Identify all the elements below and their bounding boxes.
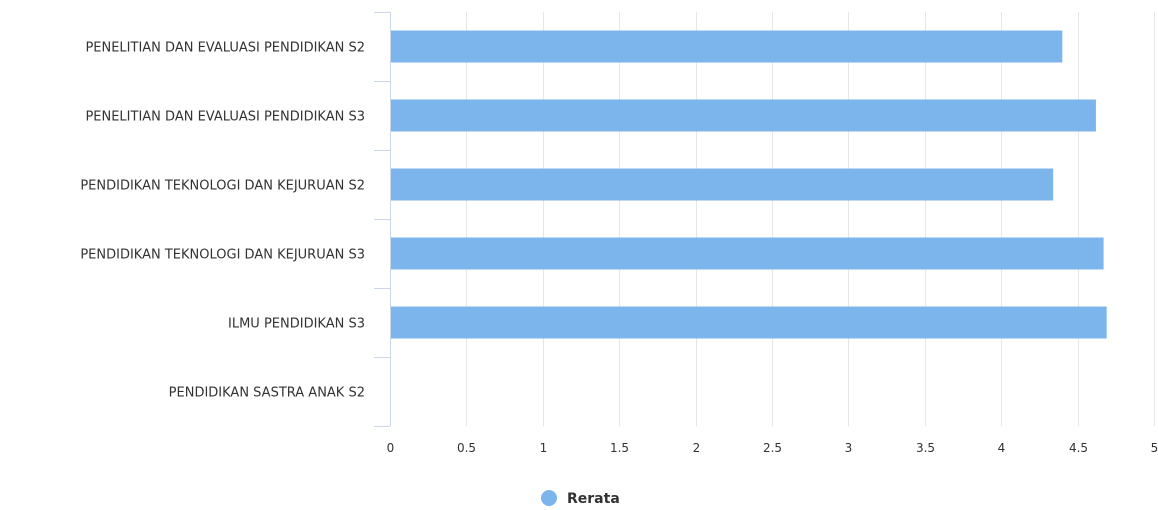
- x-tick-label: 5: [1151, 441, 1158, 455]
- category-label: PENDIDIKAN SASTRA ANAK S2: [169, 386, 365, 401]
- legend[interactable]: Rerata: [541, 490, 620, 507]
- category-label: PENDIDIKAN TEKNOLOGI DAN KEJURUAN S3: [80, 248, 365, 263]
- x-tick-label: 1: [540, 441, 548, 455]
- category-label: ILMU PENDIDIKAN S3: [228, 317, 365, 332]
- category-label: PENELITIAN DAN EVALUASI PENDIDIKAN S2: [85, 41, 365, 56]
- bar-2[interactable]: [390, 99, 1096, 132]
- bar-1[interactable]: [390, 30, 1063, 63]
- bar-5[interactable]: [390, 306, 1107, 339]
- bar-4[interactable]: [390, 237, 1104, 270]
- x-tick-label: 4: [998, 441, 1006, 455]
- x-tick-label: 3.5: [916, 441, 935, 455]
- category-label: PENELITIAN DAN EVALUASI PENDIDIKAN S3: [85, 110, 365, 125]
- category-label: PENDIDIKAN TEKNOLOGI DAN KEJURUAN S2: [80, 179, 365, 194]
- legend-label[interactable]: Rerata: [567, 491, 620, 507]
- legend-marker[interactable]: [541, 490, 557, 506]
- x-tick-label: 3: [845, 441, 853, 455]
- x-tick-label: 2: [693, 441, 701, 455]
- grid-lines: [466, 12, 1155, 426]
- bars: [390, 30, 1107, 339]
- x-tick-label: 4.5: [1069, 441, 1088, 455]
- x-tick-label: 0.5: [457, 441, 476, 455]
- category-labels: PENELITIAN DAN EVALUASI PENDIDIKAN S2 PEN…: [80, 41, 365, 401]
- x-tick-label: 1.5: [610, 441, 629, 455]
- x-tick-label: 0: [387, 441, 395, 455]
- x-tick-label: 2.5: [763, 441, 782, 455]
- value-axis-ticks: 0 0.5 1 1.5 2 2.5 3 3.5 4 4.5 5: [387, 441, 1158, 455]
- bar-3[interactable]: [390, 168, 1054, 201]
- category-axis: [374, 12, 391, 427]
